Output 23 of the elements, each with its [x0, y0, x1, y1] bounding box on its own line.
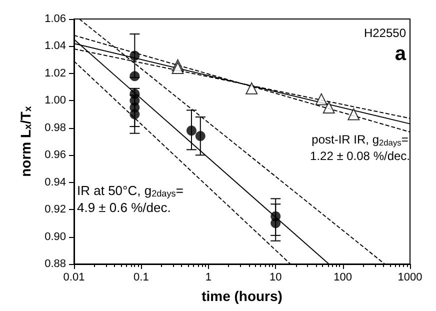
- y-tick-label: 1.02: [44, 67, 66, 80]
- y-tick-label: 1.00: [44, 94, 66, 107]
- x-tick-label: 0.01: [63, 272, 85, 284]
- annotation: H22550: [364, 26, 406, 40]
- y-tick-label: 0.98: [44, 122, 66, 134]
- y-tick-label: 0.96: [44, 149, 66, 162]
- annotation: IR at 50°C, g2days=: [77, 182, 184, 198]
- y-tick-label: 0.94: [44, 176, 66, 188]
- annotation: a: [394, 43, 407, 65]
- y-tick-label: 0.90: [44, 230, 66, 243]
- x-tick-label: 100: [334, 272, 352, 284]
- x-tick-label: 10: [269, 272, 282, 284]
- annotation: 1.22 ± 0.08 %/dec.: [310, 149, 410, 163]
- x-tick-label: 0.1: [134, 272, 149, 284]
- x-axis-title: time (hours): [202, 288, 282, 304]
- x-tick-label: 1: [205, 272, 212, 284]
- annotation: 4.9 ± 0.6 %/dec.: [77, 200, 171, 215]
- y-axis-title: norm Lx/Tx: [18, 106, 34, 177]
- x-tick-label: 1000: [398, 272, 422, 284]
- y-tick-label: 1.04: [44, 40, 66, 52]
- y-tick-label: 0.88: [44, 258, 66, 270]
- y-tick-label: 0.92: [44, 204, 66, 216]
- y-tick-label: 1.06: [44, 13, 66, 25]
